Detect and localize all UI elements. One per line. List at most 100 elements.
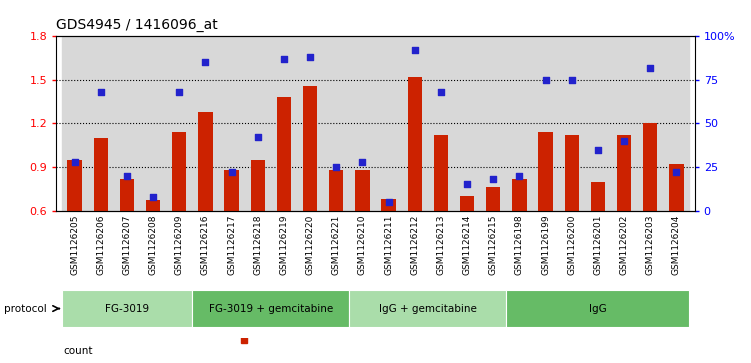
Text: GSM1126212: GSM1126212 [410,215,419,275]
Text: GSM1126219: GSM1126219 [279,215,288,275]
Bar [408,77,422,211]
Bar [349,36,376,211]
Bar [88,36,114,211]
Text: IgG: IgG [589,303,607,314]
Bar [349,290,506,327]
Point [225,169,237,175]
Text: GSM1126200: GSM1126200 [567,215,576,275]
Text: FG-3019 + gemcitabine: FG-3019 + gemcitabine [209,303,333,314]
Bar [114,36,140,211]
Bar [637,36,663,211]
Bar [382,199,396,211]
Bar [559,36,585,211]
Bar [480,36,506,211]
Point [200,60,212,65]
Bar [140,36,166,211]
Bar [434,135,448,211]
Point [618,138,630,144]
Text: protocol: protocol [4,303,47,314]
Bar [428,36,454,211]
Bar [565,135,579,211]
Text: GSM1126213: GSM1126213 [436,215,445,275]
Point [671,169,683,175]
Bar [62,290,192,327]
Bar [506,290,689,327]
Bar [172,132,186,211]
Bar [245,36,271,211]
Point [278,56,290,62]
Bar [271,36,297,211]
Point [68,159,80,165]
Text: GSM1126207: GSM1126207 [122,215,131,275]
Bar [611,36,637,211]
Text: GSM1126209: GSM1126209 [175,215,184,275]
Text: GSM1126204: GSM1126204 [672,215,681,275]
Point [409,47,421,53]
Bar [192,290,349,327]
Bar [355,170,369,211]
Point [566,77,578,83]
Bar [643,123,657,211]
Point [357,159,369,165]
Text: GSM1126220: GSM1126220 [306,215,315,275]
Point [487,176,499,182]
Bar [192,36,219,211]
Bar [119,179,134,211]
Bar [402,36,428,211]
Point [173,89,185,95]
Point [330,164,342,170]
Bar [68,160,82,211]
Text: GSM1126210: GSM1126210 [358,215,367,275]
Text: GSM1126214: GSM1126214 [463,215,472,275]
Text: GSM1126215: GSM1126215 [489,215,498,275]
Bar [198,112,213,211]
Text: GSM1126198: GSM1126198 [515,215,524,275]
Bar [617,135,632,211]
Bar [532,36,559,211]
Bar [506,36,532,211]
Text: count: count [64,346,93,356]
Point [252,134,264,140]
Bar [146,200,160,211]
Bar [323,36,349,211]
Bar [251,160,265,211]
Bar [62,36,88,211]
Bar [303,86,317,211]
Text: GSM1126208: GSM1126208 [149,215,158,275]
Text: GSM1126202: GSM1126202 [620,215,629,275]
Bar [94,138,108,211]
Bar [585,36,611,211]
Text: FG-3019: FG-3019 [105,303,149,314]
Point [121,173,133,179]
Text: GSM1126206: GSM1126206 [96,215,105,275]
Point [304,54,316,60]
Point [592,147,604,152]
Point [435,89,447,95]
Bar [297,36,323,211]
Bar [219,36,245,211]
Text: GSM1126218: GSM1126218 [253,215,262,275]
Bar [376,36,402,211]
Bar [512,179,526,211]
Point [147,194,159,200]
Bar [591,182,605,211]
Bar [460,196,475,211]
Bar [663,36,689,211]
Bar [486,187,500,211]
Text: GSM1126216: GSM1126216 [201,215,210,275]
Text: GSM1126221: GSM1126221 [332,215,341,275]
Text: GSM1126217: GSM1126217 [227,215,236,275]
Text: GSM1126201: GSM1126201 [593,215,602,275]
Point [644,65,656,70]
Text: GDS4945 / 1416096_at: GDS4945 / 1416096_at [56,19,218,33]
Point [539,77,551,83]
Bar [538,132,553,211]
Bar [454,36,480,211]
Text: GSM1126211: GSM1126211 [384,215,393,275]
Point [514,173,526,179]
Bar [329,170,343,211]
Bar [166,36,192,211]
Point [461,182,473,187]
Text: IgG + gemcitabine: IgG + gemcitabine [379,303,477,314]
Text: GSM1126199: GSM1126199 [541,215,550,275]
